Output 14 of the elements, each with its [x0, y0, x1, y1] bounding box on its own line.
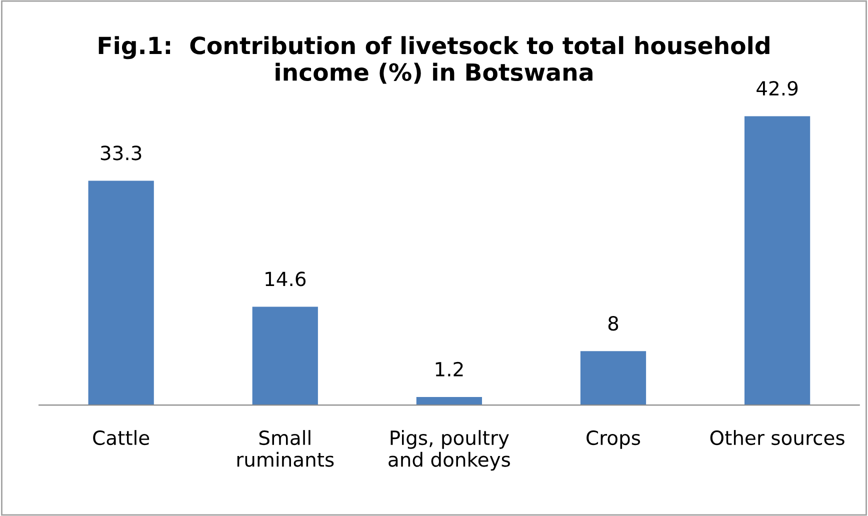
x-tick-label: Cattle: [93, 430, 150, 446]
bar: [252, 306, 318, 406]
bar: [416, 396, 482, 406]
x-tick-label: Other sources: [710, 430, 844, 446]
x-tick-label: Small ruminants: [237, 430, 334, 467]
bar: [88, 180, 154, 406]
x-tick-label: Crops: [586, 430, 640, 449]
x-tick-label: Pigs, poultry and donkeys: [388, 430, 510, 471]
data-label: 8: [608, 316, 618, 331]
bar: [744, 116, 810, 406]
data-label: 33.3: [100, 146, 142, 160]
data-label: 14.6: [266, 272, 306, 286]
bar: [580, 351, 646, 406]
data-label: 1.2: [436, 362, 463, 376]
